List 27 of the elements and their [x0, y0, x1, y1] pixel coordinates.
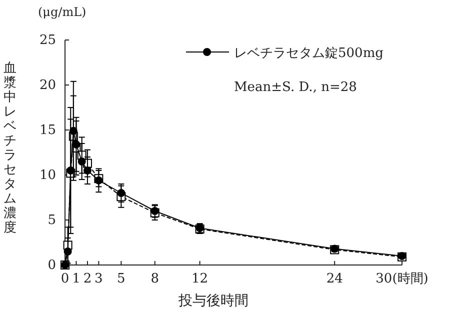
- x-axis-title: 投与後時間: [178, 293, 248, 309]
- y-tick-label: 0: [48, 258, 56, 274]
- point: [78, 158, 86, 166]
- text: (μg/mL): [38, 5, 86, 19]
- y-tick-label: 25: [39, 33, 56, 48]
- point: [83, 166, 92, 174]
- point: [66, 166, 75, 174]
- y-tick-label: 10: [39, 168, 56, 184]
- point: [64, 248, 72, 256]
- y-tick-label: 5: [48, 213, 56, 228]
- x-tick-label: 1: [72, 271, 80, 286]
- y-tick-label: 15: [39, 123, 56, 138]
- x-tick-label: 24: [326, 271, 343, 286]
- x-tick-label: 3: [94, 271, 103, 286]
- point: [117, 189, 126, 197]
- x-tick-label: 8: [150, 271, 160, 286]
- x-tick-label: 30(時間): [376, 271, 428, 286]
- annotation: Mean±S. D., n=28: [234, 80, 357, 95]
- legend-label: レベチラセタム錠500mg: [234, 46, 384, 61]
- y-tick-label: 20: [39, 78, 56, 94]
- x-tick-label: 0: [60, 271, 70, 286]
- point: [72, 140, 80, 148]
- x-tick-label: 5: [117, 271, 126, 286]
- x-tick-label: 2: [83, 271, 92, 286]
- x-tick-label: 12: [192, 271, 208, 286]
- text: 血漿中レベチラセタム濃度: [4, 61, 16, 236]
- point: [69, 126, 78, 135]
